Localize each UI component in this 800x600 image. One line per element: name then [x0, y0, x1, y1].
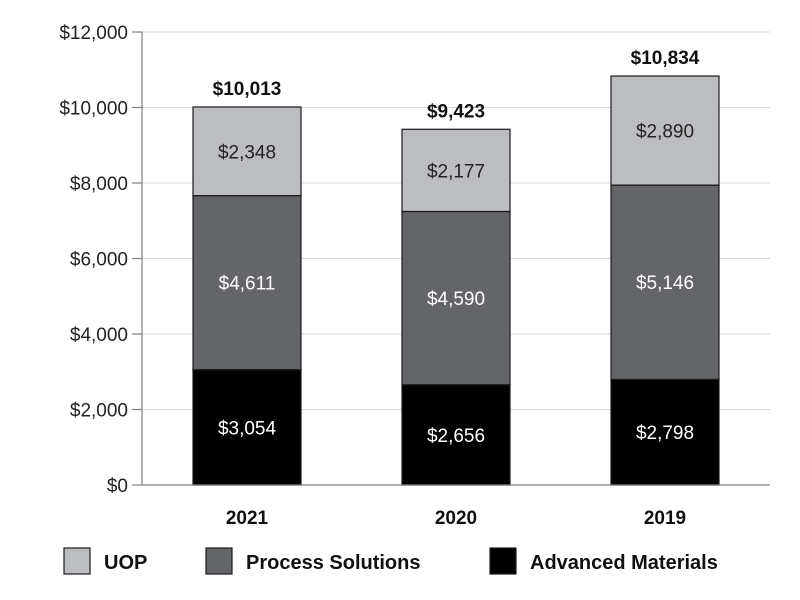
y-tick-label: $8,000	[70, 174, 128, 195]
axis-layer: $0 $2,000 $4,000 $6,000 $8,000 $10,000 $12,000…	[59, 23, 770, 529]
bar-segment-process-solutions	[610, 184, 720, 380]
y-tick-label: $0	[107, 476, 128, 497]
data-label: $2,890	[636, 122, 694, 143]
x-tick-label: 2019	[644, 508, 686, 529]
bar-segment-uop	[401, 128, 511, 213]
data-label: $4,590	[427, 289, 485, 310]
legend-label: Advanced Materials	[530, 552, 718, 574]
y-tick-label: $12,000	[59, 23, 128, 44]
bar-segment-process-solutions	[401, 210, 511, 386]
y-tick-label: $4,000	[70, 325, 128, 346]
data-label: $3,054	[218, 418, 277, 439]
total-label: $10,013	[213, 79, 282, 100]
legend-label: Process Solutions	[246, 552, 421, 574]
data-label: $2,177	[427, 161, 485, 182]
data-label: $2,656	[427, 426, 485, 447]
total-label: $9,423	[427, 101, 485, 122]
data-label: $4,611	[219, 274, 276, 295]
y-tick-label: $2,000	[70, 401, 128, 422]
bar-segment-process-solutions	[192, 195, 302, 371]
total-label: $10,834	[631, 48, 700, 69]
data-label: $5,146	[636, 273, 694, 294]
y-tick-label: $6,000	[70, 250, 128, 271]
legend-label: UOP	[104, 552, 147, 574]
bar-segment-uop	[192, 106, 302, 197]
legend: UOP Process Solutions Advanced Materials	[63, 547, 718, 575]
bar-segment-advanced-materials	[610, 378, 720, 486]
y-tick-label: $10,000	[59, 99, 128, 120]
legend-swatch	[63, 547, 91, 575]
data-label: $2,798	[636, 423, 694, 444]
x-tick-label: 2021	[226, 508, 269, 529]
x-tick-label: 2020	[435, 508, 477, 529]
data-label: $2,348	[218, 142, 276, 163]
legend-swatch	[489, 547, 517, 575]
bars-layer: $3,054 $4,611 $2,348 $10,013 $2,656 $4,590 $2,…	[192, 48, 720, 486]
bar-segment-uop	[610, 75, 720, 186]
legend-swatch	[205, 547, 233, 575]
